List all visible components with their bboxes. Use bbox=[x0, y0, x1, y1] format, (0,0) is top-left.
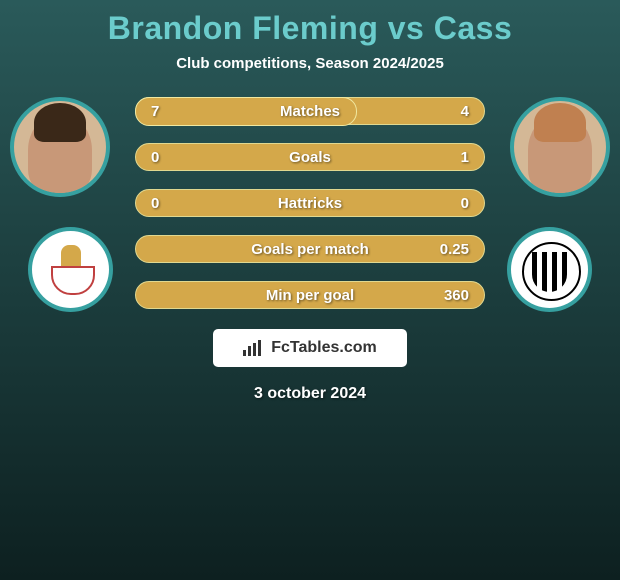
stat-label: Matches bbox=[280, 103, 340, 120]
stat-bar: 0 Hattricks 0 bbox=[135, 189, 485, 217]
player-photo-right bbox=[510, 97, 610, 197]
stat-label: Min per goal bbox=[266, 287, 354, 304]
stat-value-right: 0.25 bbox=[440, 241, 469, 258]
stat-value-left: 0 bbox=[151, 149, 159, 166]
stat-value-right: 4 bbox=[461, 103, 469, 120]
club-crest-right bbox=[522, 242, 577, 297]
stat-row-gpm: Goals per match 0.25 bbox=[135, 235, 485, 263]
page-title: Brandon Fleming vs Cass bbox=[108, 10, 512, 47]
comparison-area: 7 Matches 4 0 Goals 1 0 Hattricks 0 bbox=[0, 97, 620, 309]
stat-label: Goals per match bbox=[251, 241, 369, 258]
stat-value-left: 7 bbox=[151, 103, 159, 120]
player-face-left bbox=[28, 115, 92, 193]
stat-value-right: 0 bbox=[461, 195, 469, 212]
stat-row-matches: 7 Matches 4 bbox=[135, 97, 485, 125]
chart-icon bbox=[243, 340, 263, 356]
club-crest-left bbox=[46, 245, 96, 295]
stat-value-right: 360 bbox=[444, 287, 469, 304]
stats-bars: 7 Matches 4 0 Goals 1 0 Hattricks 0 bbox=[135, 97, 485, 309]
stat-row-goals: 0 Goals 1 bbox=[135, 143, 485, 171]
comparison-container: Brandon Fleming vs Cass Club competition… bbox=[0, 0, 620, 413]
attribution-badge[interactable]: FcTables.com bbox=[213, 329, 407, 367]
attribution-text: FcTables.com bbox=[271, 339, 377, 357]
subtitle: Club competitions, Season 2024/2025 bbox=[176, 55, 444, 72]
stat-row-mpg: Min per goal 360 bbox=[135, 281, 485, 309]
player-photo-left bbox=[10, 97, 110, 197]
stat-label: Goals bbox=[289, 149, 331, 166]
stat-row-hattricks: 0 Hattricks 0 bbox=[135, 189, 485, 217]
stat-value-right: 1 bbox=[461, 149, 469, 166]
stat-bar: Goals per match 0.25 bbox=[135, 235, 485, 263]
stat-bar: 7 Matches 4 bbox=[135, 97, 485, 125]
club-badge-left bbox=[28, 227, 113, 312]
club-badge-right bbox=[507, 227, 592, 312]
date-text: 3 october 2024 bbox=[254, 385, 366, 403]
stat-label: Hattricks bbox=[278, 195, 342, 212]
stat-value-left: 0 bbox=[151, 195, 159, 212]
player-face-right bbox=[528, 115, 592, 193]
stat-bar: Min per goal 360 bbox=[135, 281, 485, 309]
stat-bar: 0 Goals 1 bbox=[135, 143, 485, 171]
